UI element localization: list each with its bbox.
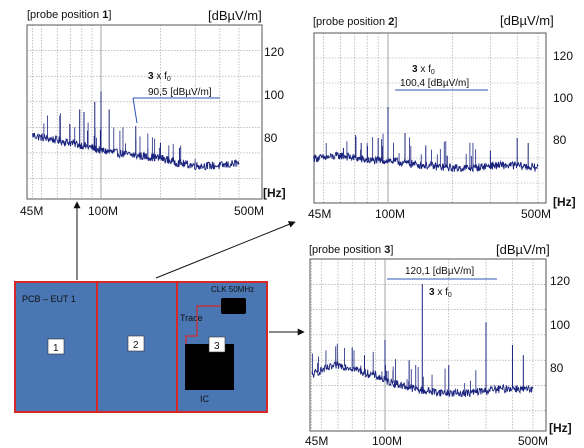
- zone-2-marker: [127, 335, 145, 352]
- clk-oscillator: [221, 298, 246, 314]
- chart-3-xtick-45M: 45M: [305, 434, 328, 448]
- chart-1-xtick-45M: 45M: [20, 204, 43, 218]
- chart-2-annotation: 3 x f0 100,4 [dBµV/m]: [395, 64, 488, 91]
- trace-label: Trace: [180, 313, 203, 323]
- chart-2-plot-area: [313, 32, 547, 204]
- chart-1-xtick-100M: 100M: [88, 204, 118, 218]
- chart-1-annotation-value: 90,5 [dBµV/m]: [148, 87, 212, 98]
- ic-label: IC: [200, 394, 210, 404]
- chart-probe-1: [probe position 1] [dBµV/m] 3 x f0 90,5 …: [20, 8, 286, 218]
- chart-probe-3: [probe position 3] [dBµV/m] 120,1 [dBµV/…: [305, 242, 572, 448]
- chart-1-xtick-500M: 500M: [234, 204, 264, 218]
- chart-2-title: [probe position 2]: [313, 16, 397, 28]
- clock-trace: [185, 305, 221, 345]
- clk-label: CLK 50MHz: [211, 285, 254, 294]
- chart-1-ytick-120: 120: [264, 45, 284, 59]
- chart-3-ytick-100: 100: [550, 318, 570, 332]
- chart-1-annotation: 3 x f0 90,5 [dBµV/m]: [132, 71, 220, 124]
- pcb-label: PCB – EUT 1: [22, 294, 76, 304]
- chart-3-y-unit: [dBµV/m]: [496, 242, 550, 257]
- zone-3-marker: [208, 336, 226, 353]
- chart-1-annotation-label: 3 x f0: [148, 71, 171, 83]
- chart-3-xtick-500M: 500M: [518, 434, 548, 448]
- chart-2-ytick-120: 120: [553, 49, 573, 63]
- chart-2-x-unit: [Hz]: [553, 195, 576, 209]
- chart-3-annotation-label: 3 x f0: [429, 287, 452, 299]
- chart-2-grid: [314, 33, 546, 203]
- chart-2-ytick-80: 80: [553, 133, 567, 147]
- chart-1-x-unit: [Hz]: [263, 186, 286, 200]
- chart-2-ytick-100: 100: [553, 91, 573, 105]
- chart-2-y-unit: [dBµV/m]: [500, 13, 554, 28]
- chart-2-xtick-500M: 500M: [521, 207, 551, 221]
- chart-3-title: [probe position 3]: [309, 244, 393, 256]
- zone-3-label: 3: [214, 341, 220, 352]
- zone-1-marker: [47, 338, 65, 355]
- chart-1-plot-area: [26, 24, 263, 200]
- chart-1-annotation-leader: [132, 97, 138, 124]
- chart-3-series: [311, 360, 534, 398]
- chart-3-ytick-80: 80: [550, 361, 564, 375]
- chart-3-xtick-100M: 100M: [372, 434, 402, 448]
- chart-probe-2: [probe position 2] [dBµV/m] 3 x f0 100,4…: [308, 13, 576, 221]
- chart-1-ytick-100: 100: [264, 88, 284, 102]
- chart-2-annotation-value: 100,4 [dBµV/m]: [400, 78, 469, 89]
- chart-2-peaks: [325, 107, 529, 168]
- chart-3-annotation: 120,1 [dBµV/m] 3 x f0: [387, 266, 497, 299]
- chart-3-annotation-value: 120,1 [dBµV/m]: [405, 266, 474, 277]
- zone-1-label: 1: [53, 343, 59, 354]
- zone-2-label: 2: [133, 340, 139, 351]
- chart-2-xtick-100M: 100M: [375, 207, 405, 221]
- chart-1-peaks: [43, 91, 196, 166]
- chart-2-annotation-label: 3 x f0: [412, 64, 435, 76]
- chart-1-ytick-80: 80: [264, 131, 278, 145]
- chart-3-peaks: [312, 284, 524, 394]
- chart-1-title: [probe position 1]: [27, 9, 111, 21]
- chart-2-xtick-45M: 45M: [308, 207, 331, 221]
- chart-3-x-unit: [Hz]: [549, 421, 572, 435]
- pcb-diagram: PCB – EUT 1 1 2 CLK 50MHz Trace 3 IC: [14, 281, 268, 413]
- chart-1-y-unit: [dBµV/m]: [208, 8, 262, 23]
- chart-3-ytick-120: 120: [550, 274, 570, 288]
- arrow-to-chart-2: [155, 221, 296, 279]
- chart-3-plot-area: [309, 258, 547, 432]
